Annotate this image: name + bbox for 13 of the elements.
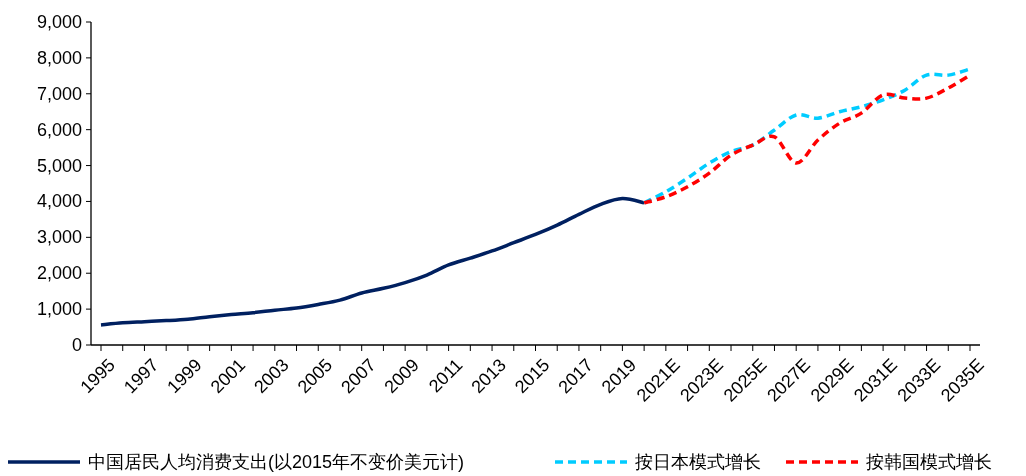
y-tick-label: 0	[71, 335, 82, 355]
y-tick-label: 1,000	[36, 299, 82, 320]
y-tick-label: 5,000	[36, 155, 82, 176]
y-tick-label: 4,000	[36, 191, 82, 212]
y-tick-label: 8,000	[36, 47, 82, 68]
y-tick-label: 3,000	[36, 227, 82, 248]
legend-label: 按韩国模式增长	[866, 452, 992, 472]
y-tick-label: 9,000	[36, 12, 82, 32]
legend-label: 按日本模式增长	[635, 452, 761, 472]
y-tick-label: 7,000	[36, 83, 82, 104]
y-tick-label: 2,000	[36, 263, 82, 284]
legend-label: 中国居民人均消费支出(以2015年不变价美元计)	[88, 452, 465, 472]
y-tick-label: 6,000	[36, 119, 82, 140]
